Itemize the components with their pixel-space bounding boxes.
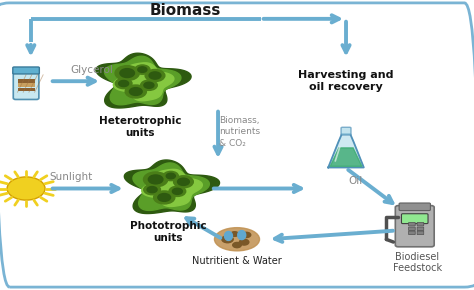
Circle shape [242, 232, 251, 238]
Circle shape [120, 69, 135, 77]
Circle shape [141, 80, 157, 90]
Bar [18, 88, 35, 91]
FancyBboxPatch shape [13, 71, 39, 99]
FancyBboxPatch shape [417, 227, 424, 231]
Circle shape [163, 171, 178, 181]
Text: Biodiesel
Feedstock: Biodiesel Feedstock [392, 252, 442, 273]
Ellipse shape [214, 228, 259, 251]
Circle shape [135, 65, 150, 74]
Circle shape [149, 72, 161, 79]
FancyBboxPatch shape [409, 222, 415, 226]
Circle shape [118, 80, 128, 87]
Bar [18, 83, 35, 87]
Circle shape [173, 176, 193, 188]
Circle shape [173, 188, 182, 194]
Circle shape [154, 191, 175, 204]
FancyBboxPatch shape [13, 67, 39, 74]
FancyBboxPatch shape [409, 227, 415, 231]
Circle shape [125, 85, 146, 98]
Polygon shape [96, 53, 191, 108]
Circle shape [222, 236, 233, 243]
Circle shape [138, 67, 147, 72]
Text: Nutritient & Water: Nutritient & Water [192, 256, 282, 266]
Polygon shape [104, 56, 181, 105]
Circle shape [166, 173, 175, 179]
Circle shape [115, 78, 132, 89]
FancyBboxPatch shape [399, 203, 430, 211]
FancyBboxPatch shape [409, 231, 415, 235]
Circle shape [7, 177, 45, 200]
FancyBboxPatch shape [417, 231, 424, 235]
Polygon shape [142, 169, 202, 206]
Circle shape [145, 70, 165, 81]
Polygon shape [113, 63, 174, 101]
Polygon shape [124, 160, 219, 213]
Circle shape [178, 178, 189, 185]
Circle shape [231, 232, 238, 236]
Circle shape [147, 186, 157, 193]
Text: Phototrophic
units: Phototrophic units [130, 221, 207, 242]
Circle shape [148, 175, 163, 184]
Circle shape [144, 184, 160, 195]
FancyBboxPatch shape [401, 214, 428, 224]
Text: Oil: Oil [348, 176, 363, 186]
Polygon shape [330, 148, 362, 166]
Circle shape [129, 88, 142, 95]
Circle shape [144, 82, 154, 88]
FancyBboxPatch shape [395, 206, 434, 247]
Polygon shape [238, 231, 246, 240]
Circle shape [239, 239, 249, 245]
Text: Sunlight: Sunlight [50, 173, 93, 182]
Circle shape [169, 186, 186, 196]
Text: Heterotrophic
units: Heterotrophic units [99, 116, 181, 137]
Circle shape [144, 172, 168, 187]
Text: Biomass: Biomass [149, 3, 220, 18]
FancyBboxPatch shape [417, 222, 424, 226]
FancyBboxPatch shape [341, 127, 351, 135]
Polygon shape [133, 163, 210, 211]
Bar [18, 79, 35, 83]
Text: Harvesting and
oil recovery: Harvesting and oil recovery [298, 70, 394, 92]
Circle shape [115, 66, 139, 81]
Circle shape [233, 242, 241, 248]
Polygon shape [225, 231, 232, 240]
Circle shape [158, 193, 171, 201]
Polygon shape [328, 134, 364, 168]
Text: Glycerol: Glycerol [70, 65, 113, 75]
Text: Biomass,
nutrients
& CO₂: Biomass, nutrients & CO₂ [219, 116, 261, 148]
